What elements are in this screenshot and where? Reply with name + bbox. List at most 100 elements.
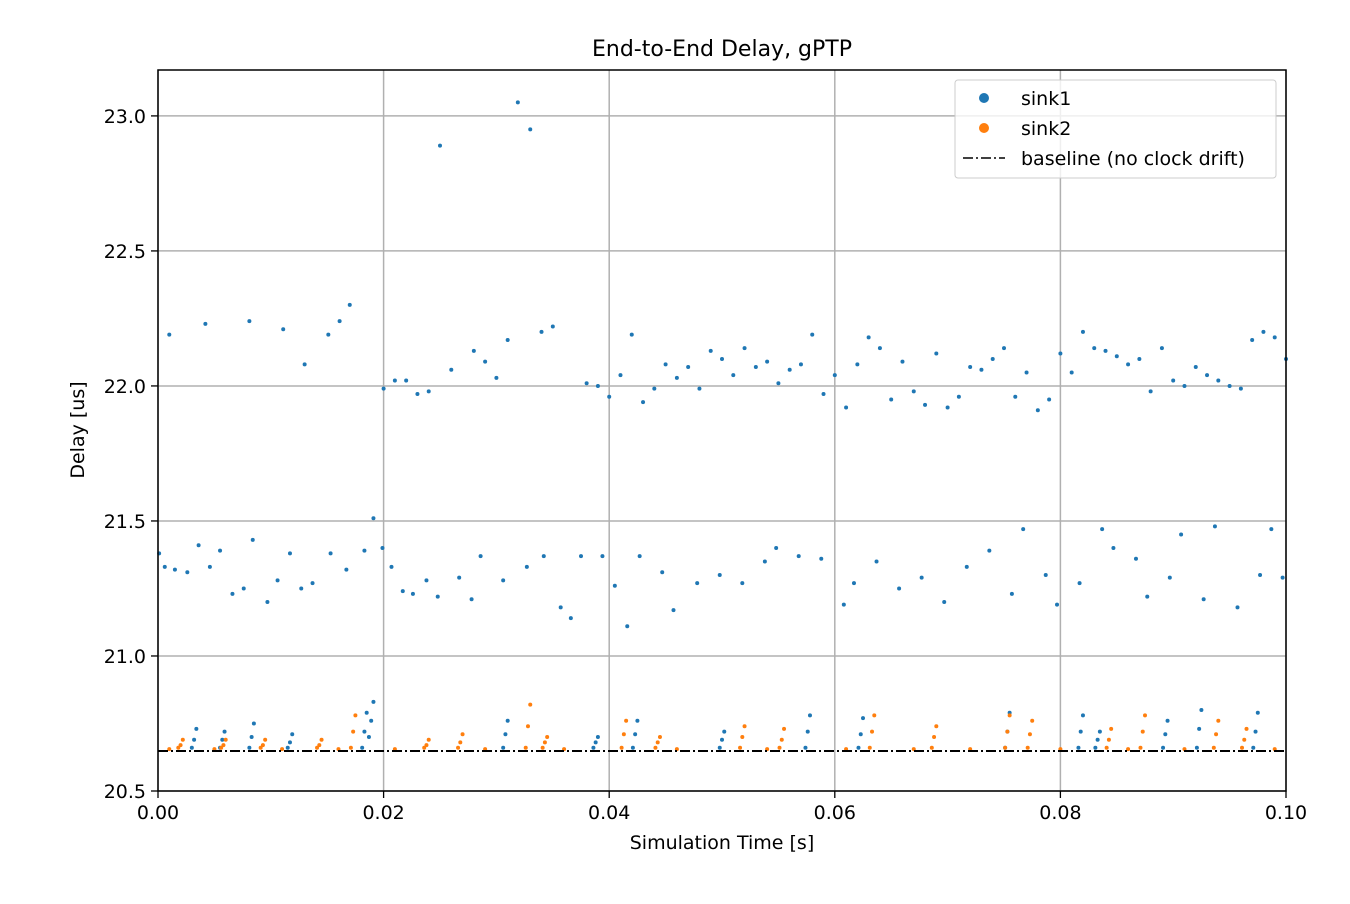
data-point [1104, 745, 1109, 750]
data-point [858, 732, 863, 737]
data-point [1211, 745, 1216, 750]
data-point [861, 716, 865, 721]
data-point [545, 734, 550, 739]
data-point [1216, 718, 1221, 723]
data-point [979, 367, 984, 372]
data-point [655, 740, 660, 745]
data-point [471, 348, 476, 353]
data-point [265, 599, 270, 604]
data-point [660, 570, 665, 575]
data-point [1092, 346, 1097, 351]
data-point [1194, 745, 1199, 750]
data-point [851, 581, 856, 586]
data-point [1251, 745, 1256, 750]
data-point [1242, 737, 1247, 742]
data-point [674, 375, 679, 380]
data-point [629, 332, 634, 337]
data-point [1021, 527, 1026, 532]
data-point [194, 726, 199, 731]
data-point [218, 548, 223, 553]
data-point [633, 732, 638, 737]
data-point [1003, 745, 1008, 750]
data-point [528, 127, 533, 132]
data-point [180, 737, 185, 742]
data-point [630, 745, 635, 750]
data-point [731, 373, 736, 378]
data-point [663, 362, 668, 367]
data-point [867, 745, 872, 750]
data-point [251, 721, 256, 726]
data-point [1143, 713, 1147, 718]
data-point [1179, 532, 1184, 537]
y-axis-label: Delay [us] [67, 381, 89, 478]
data-point [874, 559, 879, 564]
data-point [956, 394, 961, 399]
data-point [919, 575, 924, 580]
data-point [483, 359, 488, 364]
data-point [337, 319, 342, 324]
data-point [424, 578, 429, 583]
data-point [1269, 527, 1274, 532]
data-point [503, 732, 508, 737]
legend-label: sink1 [1021, 88, 1071, 110]
data-point [348, 745, 353, 750]
plot-area [157, 100, 1288, 753]
data-point [435, 594, 440, 599]
data-point [249, 734, 254, 739]
data-point [275, 578, 280, 583]
data-point [1009, 591, 1014, 596]
x-tick-label: 0.06 [814, 802, 856, 824]
data-point [1261, 329, 1266, 334]
data-point [1047, 397, 1052, 402]
data-point [524, 564, 529, 569]
data-point [1137, 356, 1142, 361]
data-point [326, 332, 331, 337]
data-point [539, 329, 544, 334]
data-point [855, 362, 860, 367]
data-point [1035, 408, 1040, 413]
data-point [653, 745, 658, 750]
data-point [1126, 747, 1131, 752]
data-point [1193, 365, 1198, 370]
y-tick-label: 22.0 [104, 376, 146, 398]
data-point [717, 745, 722, 750]
data-point [1159, 346, 1164, 351]
data-point [900, 359, 905, 364]
data-point [415, 392, 420, 397]
x-axis-label: Simulation Time [s] [630, 832, 815, 854]
axes-frame [157, 69, 1287, 792]
data-point [189, 745, 194, 750]
data-point [241, 586, 246, 591]
data-point [1161, 745, 1166, 750]
x-tick-label: 0.00 [137, 802, 179, 824]
data-point [196, 543, 201, 548]
data-point [1097, 729, 1102, 734]
data-point [671, 608, 676, 613]
data-point [929, 745, 934, 750]
data-point [987, 548, 992, 553]
data-point [584, 381, 589, 386]
data-point [505, 338, 510, 343]
data-point [203, 321, 208, 326]
data-point [832, 373, 837, 378]
data-point [805, 729, 810, 734]
data-point [167, 747, 172, 752]
data-point [657, 734, 662, 739]
data-point [717, 572, 722, 577]
data-point [722, 729, 727, 734]
data-point [353, 713, 358, 718]
data-point [280, 747, 285, 752]
data-point [738, 745, 743, 750]
data-point [250, 537, 255, 542]
data-point [968, 365, 973, 370]
data-point [1043, 572, 1048, 577]
data-point [317, 743, 322, 748]
data-point [1080, 329, 1085, 334]
data-point [258, 745, 263, 750]
data-point [167, 332, 172, 337]
data-point [185, 570, 190, 575]
data-point [371, 699, 376, 704]
data-point [625, 624, 630, 629]
data-point [410, 591, 415, 596]
data-point [819, 556, 824, 561]
